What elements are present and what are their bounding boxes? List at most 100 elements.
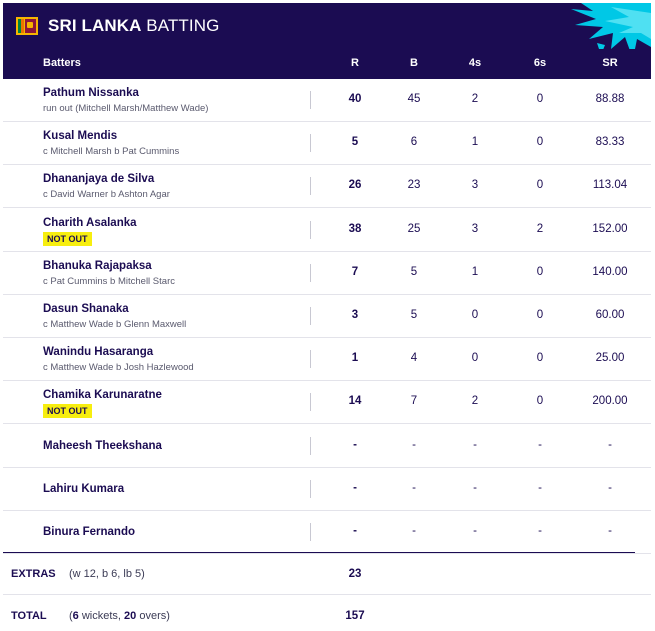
dismissal-text: c Matthew Wade b Glenn Maxwell: [43, 319, 187, 330]
runs-cell: 14: [348, 395, 362, 408]
fours-cell: -: [473, 438, 477, 451]
fours-cell: -: [473, 525, 477, 537]
paint-splash-icon: [571, 3, 651, 49]
balls-cell: -: [412, 525, 416, 537]
runs-cell: 40: [348, 93, 362, 105]
runs-cell: 26: [348, 179, 362, 192]
batter-name: Dhananjaya de Silva: [43, 173, 155, 186]
col-fours: 4s: [468, 57, 482, 69]
balls-cell: 25: [407, 222, 421, 235]
sri-lanka-flag-icon: [16, 17, 38, 35]
sixes-cell: -: [538, 438, 542, 451]
balls-cell: 5: [410, 265, 418, 278]
column-separator: [310, 134, 311, 153]
sixes-cell: 0: [536, 265, 544, 278]
batter-name: Bhanuka Rajapaksa: [43, 259, 152, 272]
column-separator: [310, 91, 311, 109]
runs-cell: -: [353, 438, 357, 451]
batter-row: Dhananjaya de Silva c David Warner b Asht…: [3, 165, 651, 209]
strike-rate-cell: 140.00: [592, 265, 628, 278]
fours-cell: 0: [471, 352, 479, 365]
total-row: TOTAL (6 wickets, 20 overs) 157: [3, 596, 651, 631]
batter-row: Wanindu Hasaranga c Matthew Wade b Josh H…: [3, 338, 651, 382]
fours-cell: 2: [471, 395, 479, 408]
batter-name: Lahiru Kumara: [43, 482, 125, 495]
batter-name: Wanindu Hasaranga: [43, 346, 154, 359]
sixes-cell: 0: [536, 179, 544, 192]
column-separator: [310, 436, 311, 455]
total-wickets: 6: [72, 610, 79, 622]
batter-name: Maheesh Theekshana: [43, 439, 162, 452]
balls-cell: 5: [410, 309, 418, 321]
column-separator: [310, 523, 311, 541]
sixes-cell: 2: [536, 222, 544, 235]
not-out-badge: NOT OUT: [43, 404, 92, 419]
strike-rate-cell: 152.00: [592, 222, 628, 235]
batter-name: Binura Fernando: [43, 526, 136, 538]
balls-cell: 7: [410, 395, 418, 408]
balls-cell: -: [412, 481, 416, 494]
balls-cell: 4: [410, 352, 418, 365]
batter-row: Bhanuka Rajapaksa c Pat Cummins b Mitchel…: [3, 252, 651, 295]
sixes-cell: 0: [536, 136, 544, 149]
batter-name: Kusal Mendis: [43, 130, 118, 143]
dismissal-text: run out (Mitchell Marsh/Matthew Wade): [43, 103, 209, 114]
fours-cell: -: [473, 481, 477, 494]
fours-cell: 3: [471, 222, 479, 235]
col-sixes: 6s: [533, 57, 547, 69]
not-out-badge: NOT OUT: [43, 231, 92, 246]
col-batters: Batters: [43, 57, 81, 69]
col-strike-rate: SR: [602, 57, 618, 69]
balls-cell: 23: [407, 179, 421, 192]
dismissal-text: c Pat Cummins b Mitchell Starc: [43, 275, 175, 287]
sixes-cell: 0: [536, 309, 544, 321]
fours-cell: 2: [471, 93, 479, 105]
totals-divider: [3, 552, 635, 553]
runs-cell: 3: [351, 309, 359, 321]
batter-name: Pathum Nissanka: [43, 87, 139, 99]
fours-cell: 3: [471, 179, 479, 192]
batter-row: Chamika Karunaratne NOT OUT 14 7 2 0 200.00: [3, 381, 651, 425]
column-separator: [310, 393, 311, 412]
strike-rate-cell: 83.33: [595, 136, 625, 149]
strike-rate-cell: 25.00: [595, 352, 625, 365]
column-separator: [310, 350, 311, 369]
strike-rate-cell: 88.88: [595, 93, 625, 105]
sixes-cell: 0: [536, 395, 544, 408]
batting-header: SRI LANKA BATTING: [3, 3, 651, 49]
total-label: TOTAL: [11, 610, 47, 622]
dismissal-text: c Mitchell Marsh b Pat Cummins: [43, 146, 180, 158]
dismissal-text: c David Warner b Ashton Agar: [43, 189, 170, 201]
batter-row: Charith Asalanka NOT OUT 38 25 3 2 152.00: [3, 209, 651, 252]
batter-row: Maheesh Theekshana - - - - -: [3, 425, 651, 468]
batter-row: Kusal Mendis c Mitchell Marsh b Pat Cummi…: [3, 122, 651, 166]
strike-rate-cell: -: [608, 438, 612, 451]
extras-value: 23: [348, 568, 362, 580]
runs-cell: -: [353, 481, 357, 494]
column-separator: [310, 177, 311, 196]
column-separator: [310, 220, 311, 239]
batter-name: Charith Asalanka: [43, 216, 137, 229]
batter-row: Dasun Shanaka c Matthew Wade b Glenn Maxw…: [3, 295, 651, 338]
col-balls: B: [410, 57, 418, 69]
batter-row: Binura Fernando - - - - -: [3, 511, 651, 554]
sixes-cell: 0: [536, 93, 544, 105]
sixes-cell: -: [538, 525, 542, 537]
sixes-cell: -: [538, 481, 542, 494]
sixes-cell: 0: [536, 352, 544, 365]
dismissal-text: c Matthew Wade b Josh Hazlewood: [43, 362, 194, 374]
balls-cell: 45: [407, 93, 421, 105]
runs-cell: 7: [351, 265, 359, 278]
total-overs: 20: [124, 610, 137, 622]
strike-rate-cell: -: [608, 525, 612, 537]
batter-name: Dasun Shanaka: [43, 303, 129, 315]
total-value: 157: [345, 610, 365, 622]
strike-rate-cell: 200.00: [592, 395, 628, 408]
fours-cell: 0: [471, 309, 479, 321]
title-suffix: BATTING: [146, 16, 220, 35]
col-runs: R: [351, 57, 359, 69]
extras-row: EXTRAS (w 12, b 6, lb 5) 23: [3, 554, 651, 595]
runs-cell: 1: [351, 352, 359, 365]
balls-cell: -: [412, 438, 416, 451]
extras-detail: (w 12, b 6, lb 5): [69, 568, 145, 580]
